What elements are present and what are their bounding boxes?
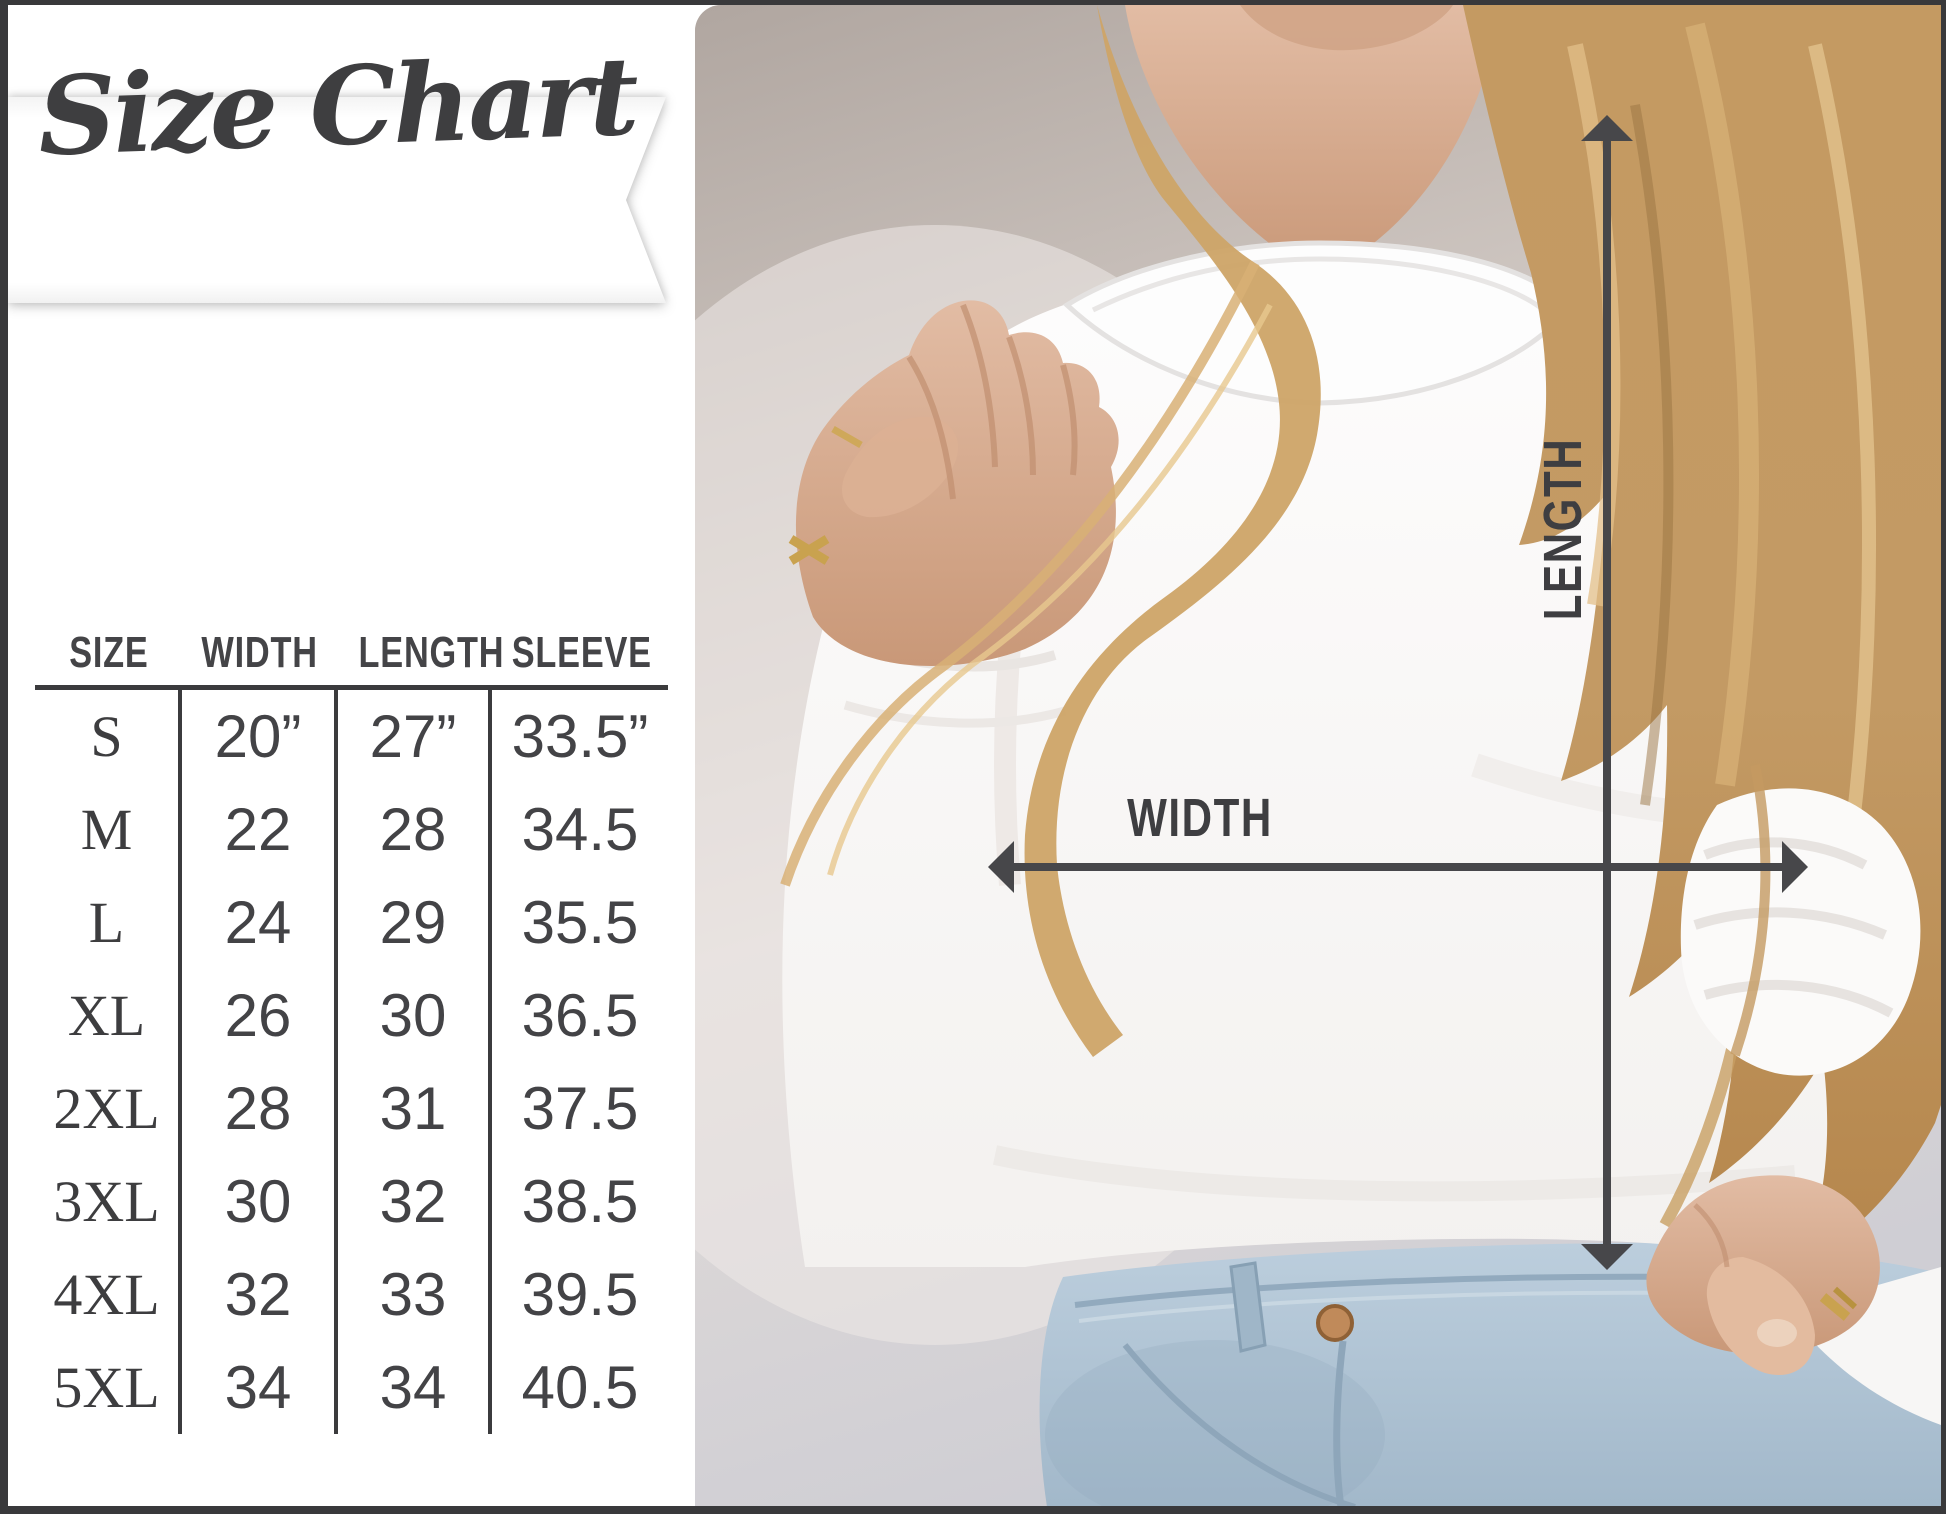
cell-width: 32 — [182, 1248, 338, 1341]
length-label: LENGTH — [1533, 437, 1593, 621]
table-row: S 20” 27” 33.5” — [35, 690, 668, 783]
cell-width: 20” — [182, 690, 338, 783]
cell-size: S — [35, 690, 182, 783]
cell-size: 5XL — [35, 1341, 182, 1434]
model-photo: LENGTH WIDTH — [695, 5, 1941, 1506]
table-row: 2XL 28 31 37.5 — [35, 1062, 668, 1155]
table-row: L 24 29 35.5 — [35, 876, 668, 969]
cell-size: M — [35, 783, 182, 876]
cell-sleeve: 35.5 — [521, 889, 639, 956]
cell-length: 32 — [338, 1155, 492, 1248]
cell-width: 24 — [182, 876, 338, 969]
table-row: XL 26 30 36.5 — [35, 969, 668, 1062]
cell-sleeve: 40.5 — [521, 1354, 639, 1421]
size-chart-table: SIZE WIDTH LENGTH SLEEVE S 20” 27” 33.5”… — [35, 621, 668, 1434]
arrow-line — [1603, 131, 1611, 1254]
cell-sleeve: 34.5 — [521, 796, 639, 863]
cell-sleeve: 36.5 — [521, 982, 639, 1049]
cell-width: 34 — [182, 1341, 338, 1434]
column-header-length: LENGTH — [358, 628, 505, 677]
table-row: 3XL 30 32 38.5 — [35, 1155, 668, 1248]
column-header-size: SIZE — [68, 628, 149, 677]
cell-width: 28 — [182, 1062, 338, 1155]
cell-length: 29 — [338, 876, 492, 969]
column-header-width: WIDTH — [201, 628, 319, 677]
table-header-row: SIZE WIDTH LENGTH SLEEVE — [35, 621, 668, 690]
length-measure-arrow — [1579, 115, 1635, 1270]
width-measure-arrow — [988, 839, 1808, 895]
title-ribbon — [8, 97, 666, 303]
cell-length: 34 — [338, 1341, 492, 1434]
cell-length: 28 — [338, 783, 492, 876]
model-photo-illustration — [695, 5, 1941, 1506]
cell-width: 30 — [182, 1155, 338, 1248]
cell-size: L — [35, 876, 182, 969]
cell-sleeve: 37.5 — [521, 1075, 639, 1142]
cell-width: 22 — [182, 783, 338, 876]
cell-length: 30 — [338, 969, 492, 1062]
width-label: WIDTH — [1127, 788, 1273, 848]
page-title: Size Chart — [35, 33, 638, 181]
arrow-down-icon — [1581, 1244, 1633, 1270]
ribbon-shape — [8, 97, 666, 303]
table-row: 5XL 34 34 40.5 — [35, 1341, 668, 1434]
arrow-right-icon — [1782, 841, 1808, 893]
table-row: 4XL 32 33 39.5 — [35, 1248, 668, 1341]
cell-length: 33 — [338, 1248, 492, 1341]
table-row: M 22 28 34.5 — [35, 783, 668, 876]
cell-length: 31 — [338, 1062, 492, 1155]
column-header-sleeve: SLEEVE — [511, 628, 652, 677]
cell-size: XL — [35, 969, 182, 1062]
content-area: Size Chart SIZE WIDTH LENGTH SLEEVE S 20… — [8, 5, 1941, 1506]
cell-sleeve: 33.5” — [511, 703, 649, 770]
cell-sleeve: 38.5 — [521, 1168, 639, 1235]
cell-size: 4XL — [35, 1248, 182, 1341]
arrow-line — [1004, 863, 1792, 871]
cell-width: 26 — [182, 969, 338, 1062]
cell-size: 3XL — [35, 1155, 182, 1248]
cell-size: 2XL — [35, 1062, 182, 1155]
cell-length: 27” — [338, 690, 492, 783]
cell-sleeve: 39.5 — [521, 1261, 639, 1328]
